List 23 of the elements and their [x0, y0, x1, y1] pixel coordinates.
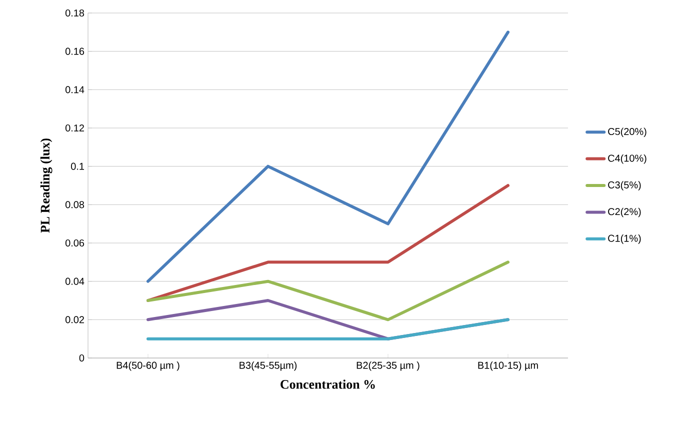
legend-label: C2(2%)	[608, 208, 641, 218]
x-tick-label: B3(45-55µm)	[240, 362, 297, 371]
x-tick-label: B1(10-15) µm	[478, 362, 538, 371]
y-tick-label: 0.18	[65, 9, 84, 17]
legend-label: C1(1%)	[608, 234, 641, 244]
y-tick-label: 0.02	[65, 316, 84, 324]
y-tick-label: 0.14	[65, 86, 84, 94]
y-tick-label: 0.04	[65, 278, 84, 285]
y-tick-label: 0.16	[65, 48, 84, 55]
y-tick-label: 0.06	[65, 239, 84, 247]
line-series	[146, 260, 510, 322]
y-tick-label: 0	[79, 354, 84, 362]
legend-label: C3(5%)	[608, 181, 641, 190]
legend-label: C4(10%)	[608, 154, 646, 164]
line-series	[146, 30, 510, 283]
x-axis-title: Concentration %	[280, 380, 375, 389]
y-tick-label: 0.08	[65, 201, 84, 208]
x-tick-label: B4(50-60 µm )	[116, 362, 180, 371]
legend-label: C5(20%)	[608, 128, 646, 138]
y-tick-label: 0.12	[65, 124, 84, 132]
y-tick-label: 0.1	[71, 162, 84, 170]
x-tick-label: B2(25-35 µm )	[356, 362, 420, 371]
y-axis-title: PL Reading (lux)	[40, 138, 52, 233]
